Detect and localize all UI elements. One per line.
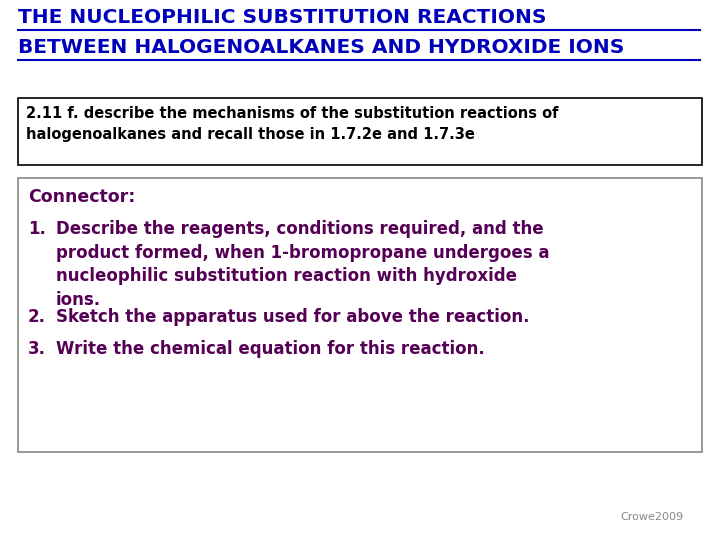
- Text: 3.: 3.: [28, 340, 46, 358]
- Text: 1.: 1.: [28, 220, 46, 238]
- Text: Describe the reagents, conditions required, and the
product formed, when 1-bromo: Describe the reagents, conditions requir…: [56, 220, 549, 309]
- Text: 2.: 2.: [28, 308, 46, 326]
- Text: Connector:: Connector:: [28, 188, 135, 206]
- Text: Write the chemical equation for this reaction.: Write the chemical equation for this rea…: [56, 340, 485, 358]
- FancyBboxPatch shape: [18, 178, 702, 452]
- Text: 2.11 f. describe the mechanisms of the substitution reactions of
halogenoalkanes: 2.11 f. describe the mechanisms of the s…: [26, 106, 559, 142]
- Text: Crowe2009: Crowe2009: [620, 512, 683, 522]
- Text: Sketch the apparatus used for above the reaction.: Sketch the apparatus used for above the …: [56, 308, 529, 326]
- Text: THE NUCLEOPHILIC SUBSTITUTION REACTIONS: THE NUCLEOPHILIC SUBSTITUTION REACTIONS: [18, 8, 546, 27]
- FancyBboxPatch shape: [18, 98, 702, 165]
- Text: BETWEEN HALOGENOALKANES AND HYDROXIDE IONS: BETWEEN HALOGENOALKANES AND HYDROXIDE IO…: [18, 38, 624, 57]
